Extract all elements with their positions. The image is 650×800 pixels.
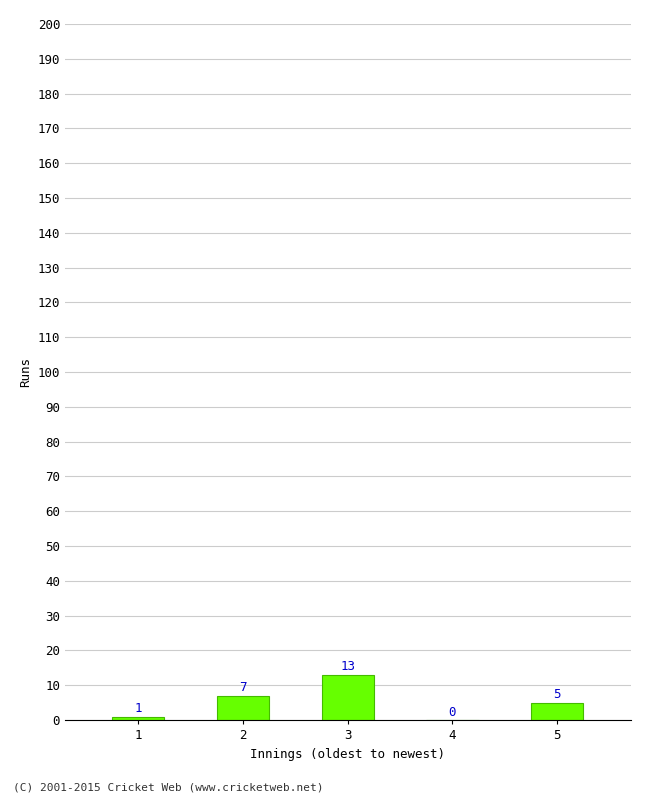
Bar xyxy=(322,674,374,720)
Text: 5: 5 xyxy=(553,688,561,702)
Text: 0: 0 xyxy=(448,706,456,718)
Text: 7: 7 xyxy=(239,682,247,694)
X-axis label: Innings (oldest to newest): Innings (oldest to newest) xyxy=(250,747,445,761)
Text: 13: 13 xyxy=(340,660,356,674)
Y-axis label: Runs: Runs xyxy=(19,357,32,387)
Bar xyxy=(531,702,584,720)
Text: (C) 2001-2015 Cricket Web (www.cricketweb.net): (C) 2001-2015 Cricket Web (www.cricketwe… xyxy=(13,782,324,792)
Bar xyxy=(217,696,269,720)
Text: 1: 1 xyxy=(135,702,142,715)
Bar xyxy=(112,717,164,720)
